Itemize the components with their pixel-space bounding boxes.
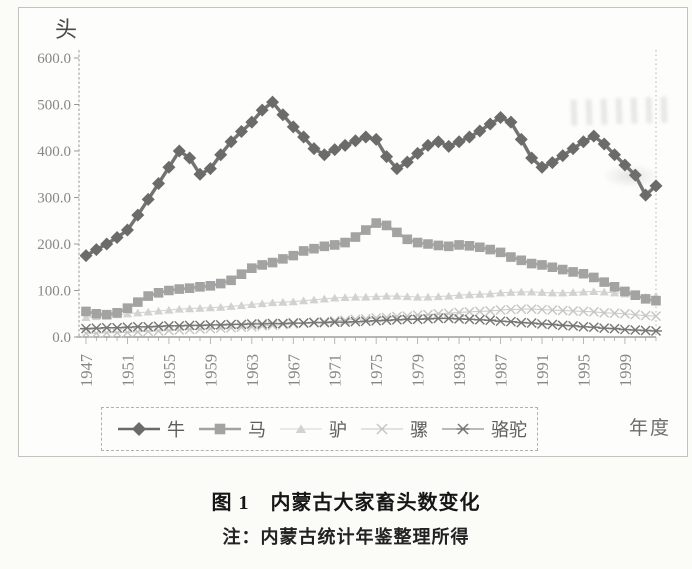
legend-label: 马 [248, 420, 266, 440]
series-donkey [81, 287, 661, 322]
x-tick-label: 1971 [326, 354, 345, 387]
x-tick-label: 1963 [243, 354, 262, 387]
legend: 牛 马 驴 骡 骆驼 [101, 407, 538, 451]
figure-note: 注：内蒙古统计年鉴整理所得 [222, 527, 470, 547]
horse-series-marker-icon [199, 423, 241, 435]
x-tick-label: 1959 [201, 354, 220, 387]
x-tick-label: 1951 [118, 354, 137, 387]
series-horse [81, 218, 661, 320]
y-axis-title: 头 [55, 17, 80, 42]
y-tick-label: 600.0 [37, 51, 71, 67]
series-mule [81, 304, 661, 339]
livestock-line-chart: 0.0 100.0 200.0 300.0 400.0 500.0 600.0 1947 195… [37, 50, 663, 387]
legend-label: 牛 [167, 420, 185, 440]
legend-item-cattle: 牛 [116, 416, 185, 442]
legend-item-donkey: 驴 [278, 416, 347, 442]
x-tick-label: 1979 [409, 354, 428, 387]
cattle-series-markers [79, 95, 663, 263]
legend-item-camel: 骆驼 [440, 416, 527, 442]
donkey-series-markers [81, 287, 661, 322]
legend-item-mule: 骡 [359, 416, 428, 442]
y-axis-ticks: 0.0 100.0 200.0 300.0 400.0 500.0 600.0 [37, 51, 79, 346]
mule-series-marker-icon [361, 423, 403, 435]
x-tick-label: 1947 [77, 354, 96, 387]
legend-label: 驴 [329, 420, 347, 440]
x-tick-label: 1991 [533, 354, 552, 387]
legend-item-horse: 马 [197, 416, 266, 442]
x-tick-label: 1967 [284, 354, 303, 387]
mule-series-markers [81, 304, 661, 339]
y-tick-label: 200.0 [37, 237, 71, 253]
camel-series-markers [80, 313, 662, 336]
cattle-series-marker-icon [118, 422, 160, 436]
y-tick-label: 100.0 [37, 284, 71, 300]
horse-series-markers [81, 218, 661, 320]
x-axis-ticks: 1947 1951 1955 1959 1963 1967 1971 1975 1979 1983… [77, 337, 657, 387]
figure-caption: 图 1 内蒙古大家畜头数变化 [211, 492, 481, 514]
series-cattle [79, 95, 663, 263]
x-tick-label: 1983 [450, 354, 469, 387]
legend-label: 骆驼 [491, 420, 527, 440]
x-axis-title: 年度 [629, 418, 672, 439]
y-tick-label: 0.0 [52, 330, 71, 346]
donkey-series-marker-icon [280, 424, 322, 433]
x-tick-label: 1987 [492, 354, 511, 387]
x-tick-label: 1999 [616, 354, 635, 387]
x-tick-label: 1975 [367, 354, 386, 387]
legend-label: 骡 [410, 420, 428, 440]
y-tick-label: 400.0 [37, 144, 71, 160]
camel-series-marker-icon [442, 423, 484, 435]
series-camel [80, 313, 662, 336]
x-tick-label: 1995 [574, 354, 593, 387]
y-tick-label: 500.0 [37, 98, 71, 114]
y-tick-label: 300.0 [37, 191, 71, 207]
x-tick-label: 1955 [160, 354, 179, 387]
figure-scan-frame: 头 0.0 100.0 200.0 300.0 400.0 500.0 600.0 1947 1… [18, 7, 688, 457]
